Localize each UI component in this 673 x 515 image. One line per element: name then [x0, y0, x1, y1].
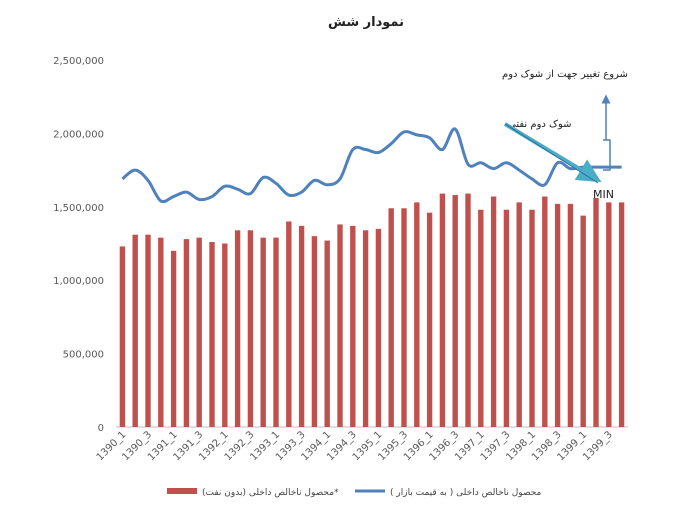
bar — [490, 196, 497, 427]
bar — [388, 208, 394, 427]
bar — [618, 202, 625, 427]
bar — [132, 234, 138, 427]
y-tick-label: 500,000 — [63, 350, 104, 361]
bar — [375, 228, 382, 427]
annotations: شوک دوم نفتی شروع تغییر جهت از شوک دوم M… — [502, 69, 628, 201]
y-tick-label: 2,500,000 — [53, 56, 104, 67]
annotation-reversal: شروع تغییر جهت از شوک دوم — [502, 69, 628, 80]
bar — [554, 203, 561, 427]
chart-title: نمودار شش — [328, 15, 404, 30]
bar — [209, 242, 215, 427]
bar — [324, 240, 330, 427]
bar — [452, 195, 458, 427]
bar — [158, 237, 164, 427]
bar — [516, 202, 522, 427]
bar — [542, 196, 548, 427]
annotation-min: MIN — [593, 188, 614, 201]
bar — [439, 193, 446, 427]
bar — [593, 197, 599, 427]
series-line — [121, 127, 622, 204]
y-tick-label: 1,500,000 — [53, 203, 104, 214]
bar — [580, 215, 586, 427]
bar — [414, 202, 420, 427]
legend-label-line: محصول ناخالص داخلی ( به قیمت بازار ) — [390, 488, 542, 498]
bar — [183, 239, 190, 427]
bar — [478, 209, 484, 427]
bar-series — [119, 193, 625, 427]
bar — [465, 193, 471, 427]
y-tick-label: 2,000,000 — [53, 129, 104, 140]
bar — [222, 243, 228, 427]
bar — [196, 237, 202, 427]
bar — [529, 209, 535, 427]
bar — [350, 225, 356, 427]
bar — [337, 224, 343, 427]
y-tick-label: 1,000,000 — [53, 276, 104, 287]
legend-swatch-bar — [167, 488, 197, 494]
bar — [606, 202, 612, 427]
bar — [260, 237, 266, 427]
bar — [311, 236, 318, 427]
line-series — [121, 127, 622, 204]
legend: محصول ناخالص داخلی (بدون نفت)* محصول ناخ… — [167, 488, 542, 498]
bar — [234, 230, 241, 427]
bar — [170, 250, 177, 427]
y-tick-label: 0 — [98, 423, 104, 434]
y-axis: 0 500,000 1,000,000 1,500,000 2,000,000 2,500… — [53, 56, 104, 434]
reversal-bracket — [603, 139, 611, 171]
bar — [286, 221, 292, 427]
bar — [247, 230, 254, 427]
bar — [401, 208, 407, 427]
bar — [145, 234, 151, 427]
bar — [362, 230, 369, 427]
bar — [426, 212, 433, 427]
trend-line — [504, 123, 599, 184]
bar — [119, 246, 126, 427]
bar — [567, 203, 574, 427]
bar — [503, 209, 510, 427]
bar — [273, 237, 279, 427]
annotation-shock: شوک دوم نفتی — [508, 119, 572, 130]
bar — [298, 225, 305, 427]
legend-label-bar: محصول ناخالص داخلی (بدون نفت)* — [202, 488, 339, 498]
x-axis: 1390_11390_31391_11391_31392_11392_31393… — [95, 426, 628, 463]
